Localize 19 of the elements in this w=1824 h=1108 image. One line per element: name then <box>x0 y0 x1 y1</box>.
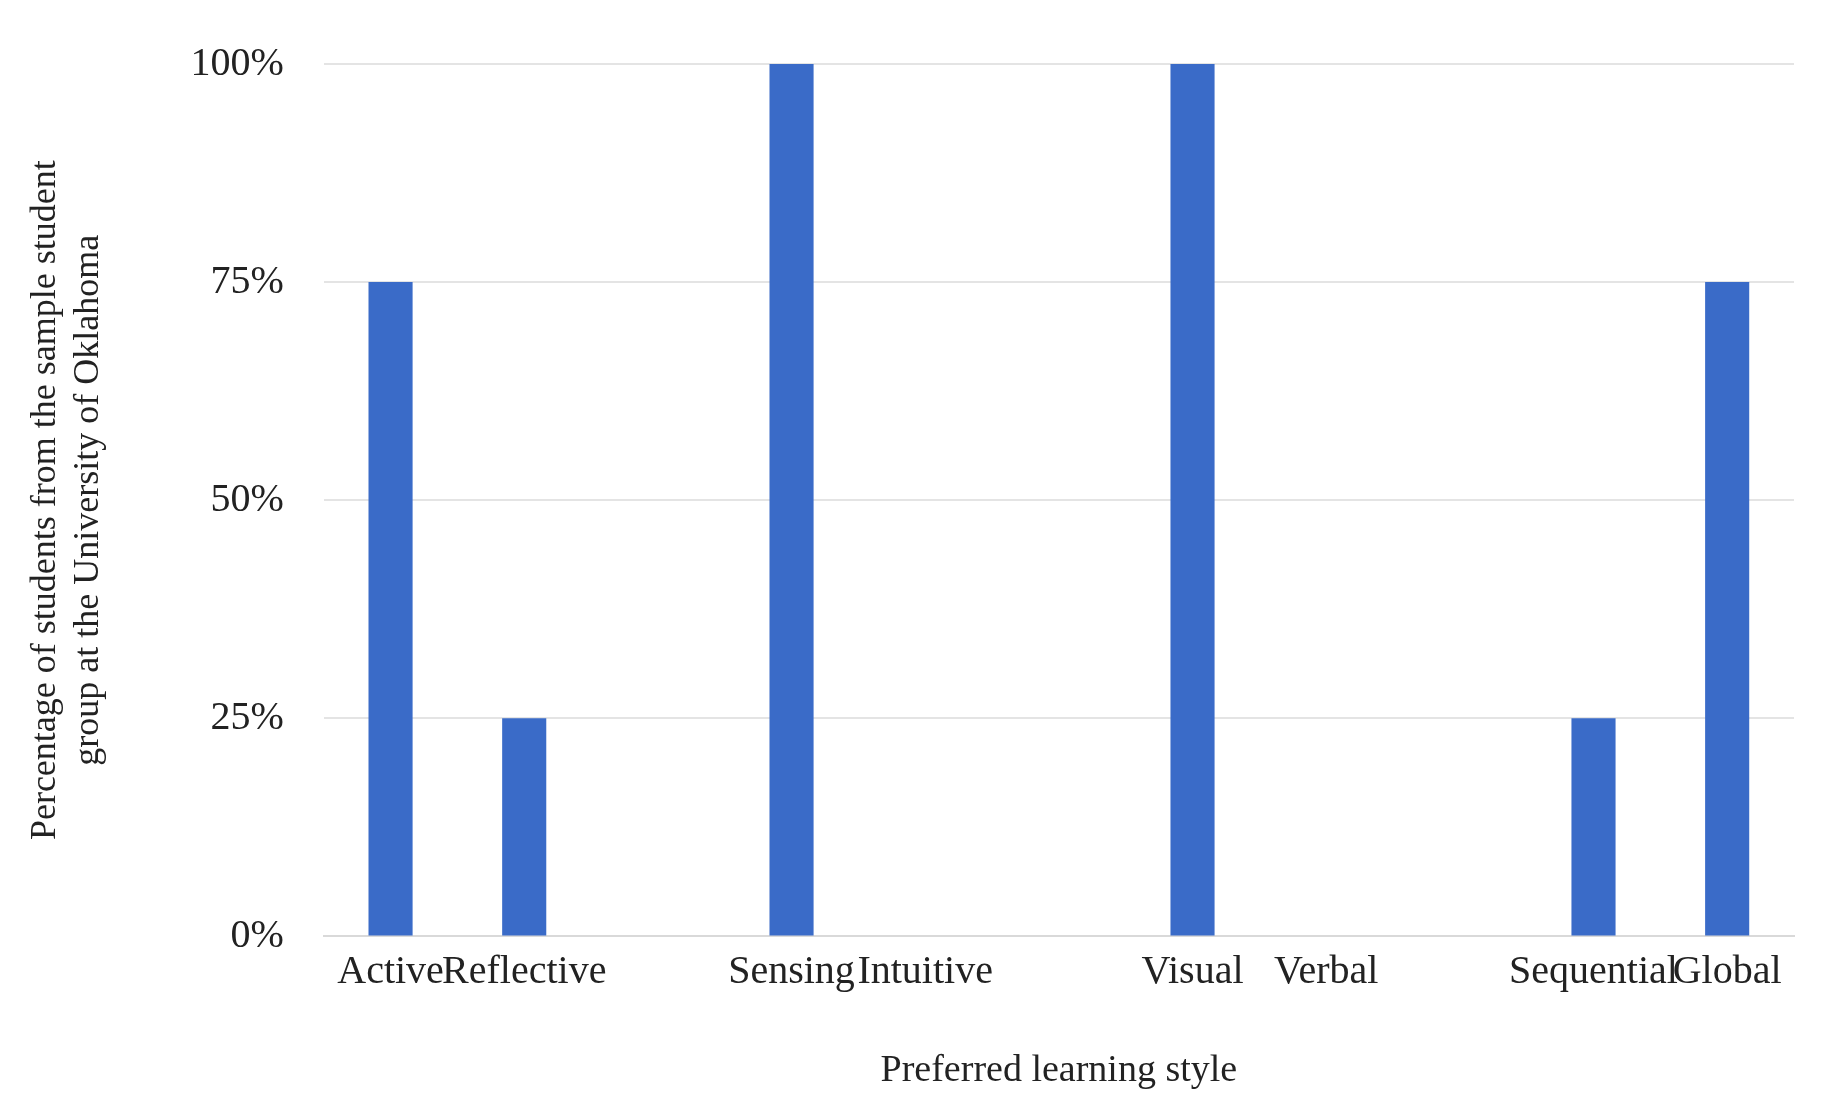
x-tick-label: Visual <box>1141 946 1244 992</box>
x-axis-title: Preferred learning style <box>880 1047 1238 1090</box>
x-tick-label: Intuitive <box>857 946 993 992</box>
bar <box>368 282 413 936</box>
bar <box>769 64 814 936</box>
y-axis-title: Percentage of students from the sample student group at the University of Oklahoma <box>23 160 107 841</box>
bar <box>1705 282 1750 936</box>
x-tick-label: Reflective <box>442 946 607 992</box>
y-tick-label: 50% <box>210 474 284 520</box>
y-tick-label: 0% <box>230 910 284 956</box>
y-tick-label: 75% <box>210 256 284 302</box>
bar <box>502 718 547 936</box>
bar <box>1170 64 1215 936</box>
y-tick-label: 25% <box>210 692 284 738</box>
x-tick-label: Verbal <box>1273 946 1379 992</box>
x-tick-label: Sensing <box>728 946 855 992</box>
y-tick-label: 100% <box>190 38 284 84</box>
x-tick-label: Active <box>337 946 444 992</box>
bar <box>1571 718 1616 936</box>
